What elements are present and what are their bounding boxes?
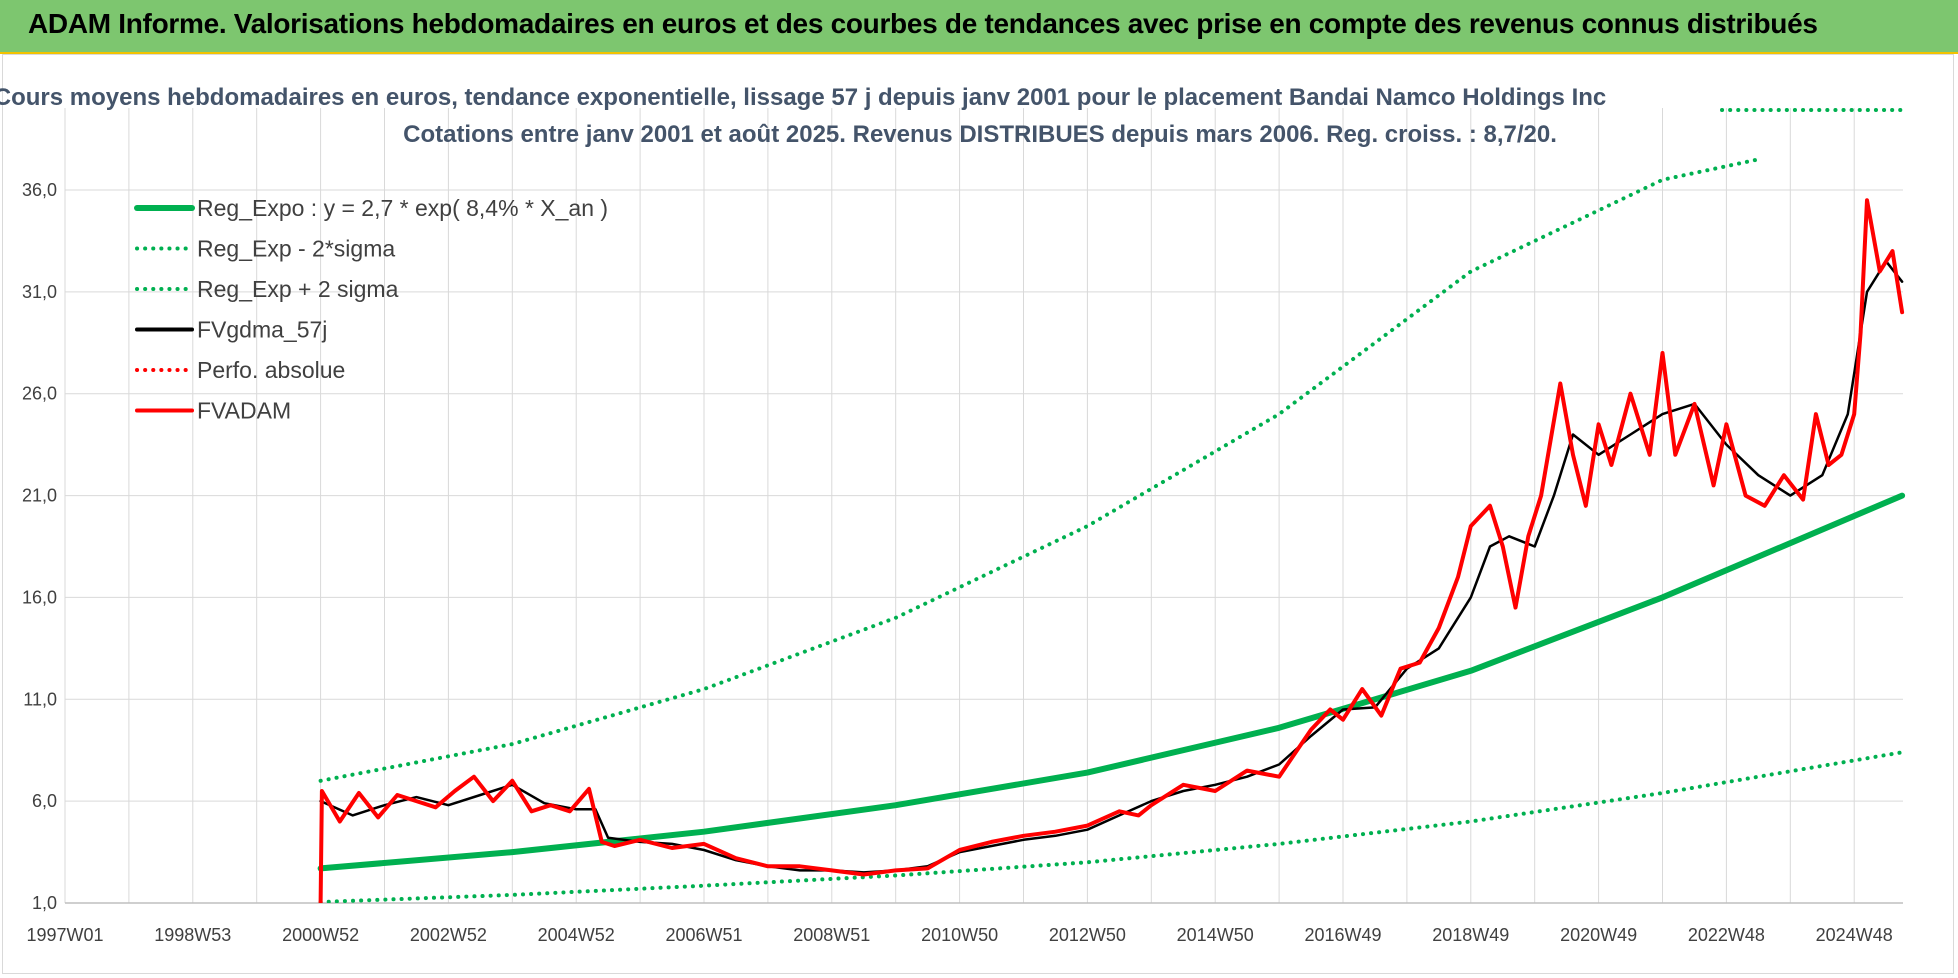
x-tick-label: 2008W51	[793, 925, 870, 945]
x-tick-label: 2022W48	[1688, 925, 1765, 945]
x-tick-label: 2010W50	[921, 925, 998, 945]
chart-grid	[64, 108, 1903, 904]
x-tick-label: 1997W01	[26, 925, 103, 945]
x-tick-label: 2020W49	[1560, 925, 1637, 945]
report-title: ADAM Informe. Valorisations hebdomadaire…	[28, 8, 1818, 39]
series-line-reg-exp-2-sigma	[318, 750, 1905, 903]
chart-frame	[2, 54, 1954, 974]
series-line-fvadam	[318, 198, 1905, 903]
y-tick-label: 31,0	[22, 282, 57, 302]
chart-title: Cours moyens hebdomadaires en euros, ten…	[0, 84, 1606, 111]
x-tick-label: 2000W52	[282, 925, 359, 945]
legend-label: Perfo. absolue	[197, 357, 345, 383]
y-tick-label: 6,0	[32, 791, 57, 811]
y-tick-label: 26,0	[22, 384, 57, 404]
series-line-fvgdma-57j	[319, 260, 1904, 874]
series-line-reg-expo-y-2-7-exp-8-4-x-an	[317, 492, 1906, 872]
y-tick-label: 1,0	[32, 893, 57, 913]
y-tick-label: 11,0	[23, 689, 57, 709]
x-tick-label: 2012W50	[1049, 925, 1126, 945]
x-tick-label: 2002W52	[410, 925, 487, 945]
x-tick-label: 2018W49	[1432, 925, 1509, 945]
y-tick-label: 36,0	[22, 180, 57, 200]
chart-legend: Reg_Expo : y = 2,7 * exp( 8,4% * X_an ) R…	[134, 195, 608, 424]
x-tick-label: 2004W52	[538, 925, 615, 945]
y-tick-label: 21,0	[22, 486, 57, 506]
x-tick-label: 2014W50	[1177, 925, 1254, 945]
report-banner: ADAM Informe. Valorisations hebdomadaire…	[0, 0, 1958, 54]
x-axis: 1997W01 1998W53 2000W52 2002W52 2004W52 2006W…	[26, 925, 1892, 945]
chart-subtitle: Cotations entre janv 2001 et août 2025. …	[403, 121, 1557, 148]
x-tick-label: 2024W48	[1816, 925, 1893, 945]
legend-label: Reg_Exp + 2 sigma	[197, 276, 399, 302]
y-axis: 1,0 6,0 11,0 16,0 21,0 26,0 31,0 36,0	[22, 180, 57, 913]
chart-series	[317, 108, 1906, 903]
y-tick-label: 16,0	[22, 587, 57, 607]
x-tick-label: 2006W51	[665, 925, 742, 945]
x-tick-label: 1998W53	[154, 925, 231, 945]
legend-label: FVADAM	[197, 398, 291, 424]
legend-label: Reg_Exp - 2*sigma	[197, 236, 395, 262]
series-line-reg-exp-2-sigma	[318, 157, 1761, 783]
legend-label: FVgdma_57j	[197, 317, 327, 343]
x-tick-label: 2016W49	[1304, 925, 1381, 945]
legend-label: Reg_Expo : y = 2,7 * exp( 8,4% * X_an )	[197, 195, 608, 221]
